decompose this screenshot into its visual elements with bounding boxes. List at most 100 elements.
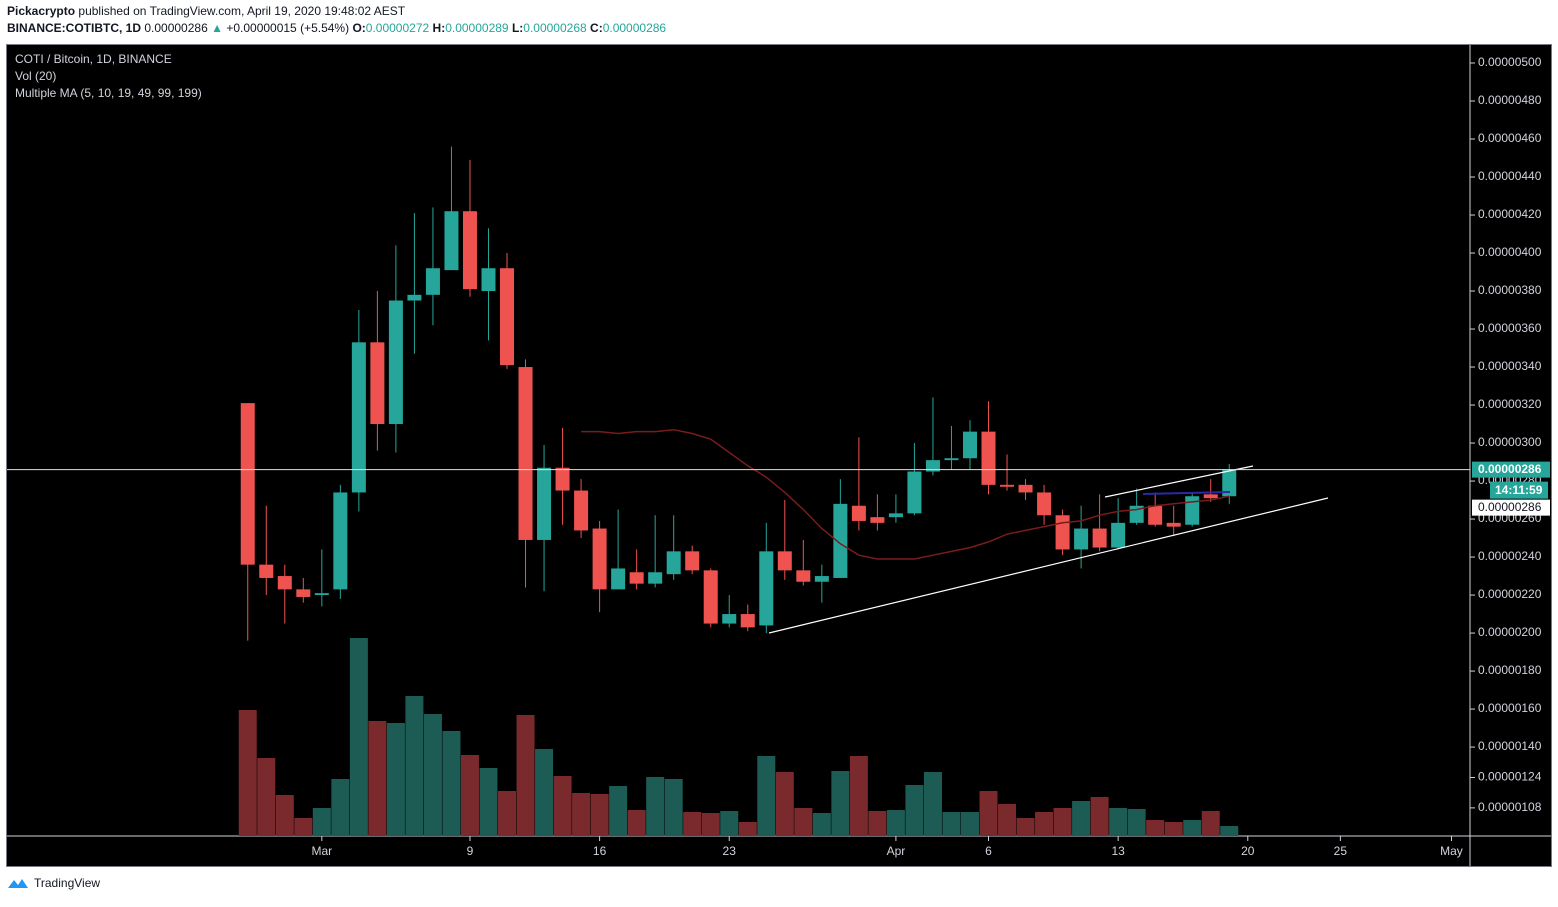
volume-bar <box>849 756 868 836</box>
volume-bar <box>609 786 628 836</box>
candle-body <box>722 614 737 624</box>
candle-body <box>296 589 311 597</box>
author: Pickacrypto <box>7 4 75 18</box>
candle-body <box>685 551 700 571</box>
change: +0.00000015 (+5.54%) <box>226 21 349 35</box>
legend-volume: Vol (20) <box>15 69 56 83</box>
y-tick-label: 0.00000420 <box>1478 207 1542 221</box>
blue-line <box>1142 491 1231 495</box>
volume-bar <box>1109 808 1128 836</box>
volume-bar <box>942 812 961 836</box>
x-tick-label: Mar <box>311 844 332 858</box>
candle-body <box>796 570 811 582</box>
crosshair-box <box>1472 499 1550 516</box>
x-tick-label: 20 <box>1241 844 1255 858</box>
candle-body <box>888 513 903 518</box>
y-tick-label: 0.00000160 <box>1478 701 1542 715</box>
y-tick-label: 0.00000240 <box>1478 549 1542 563</box>
volume-bar <box>1127 809 1146 836</box>
volume-bar <box>590 794 609 836</box>
candle-body <box>1018 484 1033 493</box>
arrow: ▲ <box>211 21 223 35</box>
brand-name: TradingView <box>34 876 100 890</box>
volume-bar <box>868 811 887 836</box>
candle-body <box>314 593 329 596</box>
candle-body <box>1148 505 1163 525</box>
x-tick-label: 9 <box>467 844 474 858</box>
candle-body <box>444 211 459 271</box>
candle-body <box>925 460 940 472</box>
volume-bar <box>312 808 331 836</box>
candle-body <box>537 467 552 540</box>
candle-body <box>981 431 996 485</box>
volume-bar <box>1072 801 1091 836</box>
volume-bar <box>1090 797 1109 836</box>
volume-bar <box>720 811 739 836</box>
x-tick-label: 16 <box>593 844 607 858</box>
volume-bar <box>998 804 1017 836</box>
candle-body <box>259 564 274 578</box>
volume-bar <box>905 785 924 836</box>
y-tick-label: 0.00000360 <box>1478 321 1542 335</box>
volume-bar <box>886 810 905 836</box>
candle-body <box>648 572 663 584</box>
candle-body <box>962 431 977 459</box>
x-tick-label: Apr <box>887 844 906 858</box>
last: 0.00000286 <box>144 21 208 35</box>
volume-bar <box>1201 811 1220 836</box>
chart-background <box>6 44 1552 867</box>
volume-bar <box>349 638 368 836</box>
candle-body <box>1074 528 1089 550</box>
candle-body <box>500 268 515 366</box>
l-value: 0.00000268 <box>523 21 587 35</box>
candle-body <box>1222 469 1237 497</box>
volume-bar <box>368 721 387 836</box>
symbol: BINANCE:COTIBTC, 1D <box>7 21 141 35</box>
volume-bar <box>1016 818 1035 836</box>
volume-bar <box>738 822 757 836</box>
x-tick-label: 25 <box>1334 844 1348 858</box>
candle-body <box>555 467 570 491</box>
volume-bar <box>479 768 498 836</box>
candle-body <box>388 300 403 425</box>
candle-body <box>1185 496 1200 525</box>
y-tick-label: 0.00000440 <box>1478 169 1542 183</box>
volume-bar <box>1146 820 1165 836</box>
x-tick-label: May <box>1440 844 1463 858</box>
candle-body <box>666 551 681 575</box>
last-price-box <box>1472 461 1550 478</box>
candle-body <box>814 576 829 582</box>
volume-bar <box>1220 826 1239 836</box>
o-value: 0.00000272 <box>366 21 430 35</box>
y-tick-label: 0.00000180 <box>1478 663 1542 677</box>
h-label: H: <box>433 21 446 35</box>
legend-title: COTI / Bitcoin, 1D, BINANCE <box>15 52 172 66</box>
candle-body <box>574 490 589 531</box>
volume-bar <box>701 813 720 836</box>
y-tick-label: 0.00000460 <box>1478 131 1542 145</box>
volume-bar <box>460 755 479 836</box>
volume-bar <box>1035 812 1054 836</box>
plot <box>238 146 1239 836</box>
header-line: Pickacrypto published on TradingView.com… <box>7 4 406 18</box>
volume-bar <box>831 771 850 836</box>
volume-bar <box>572 793 591 836</box>
candle-body <box>777 551 792 571</box>
ohlc-line: BINANCE:COTIBTC, 1D 0.00000286 ▲ +0.0000… <box>7 21 666 35</box>
y-tick-label: 0.00000220 <box>1478 587 1542 601</box>
volume-bar <box>553 776 572 836</box>
last-price-label: 0.00000286 <box>1478 462 1542 476</box>
candle-body <box>1000 484 1015 487</box>
volume-bar <box>331 779 350 836</box>
countdown-label: 14:11:59 <box>1495 483 1543 497</box>
x-tick-label: 6 <box>985 844 992 858</box>
l-label: L: <box>512 21 523 35</box>
candle-body <box>907 471 922 514</box>
candle-body <box>629 572 644 584</box>
candle-body <box>592 528 607 590</box>
x-tick-label: 13 <box>1111 844 1125 858</box>
candle-body <box>462 211 477 290</box>
brand-logo <box>8 879 28 888</box>
